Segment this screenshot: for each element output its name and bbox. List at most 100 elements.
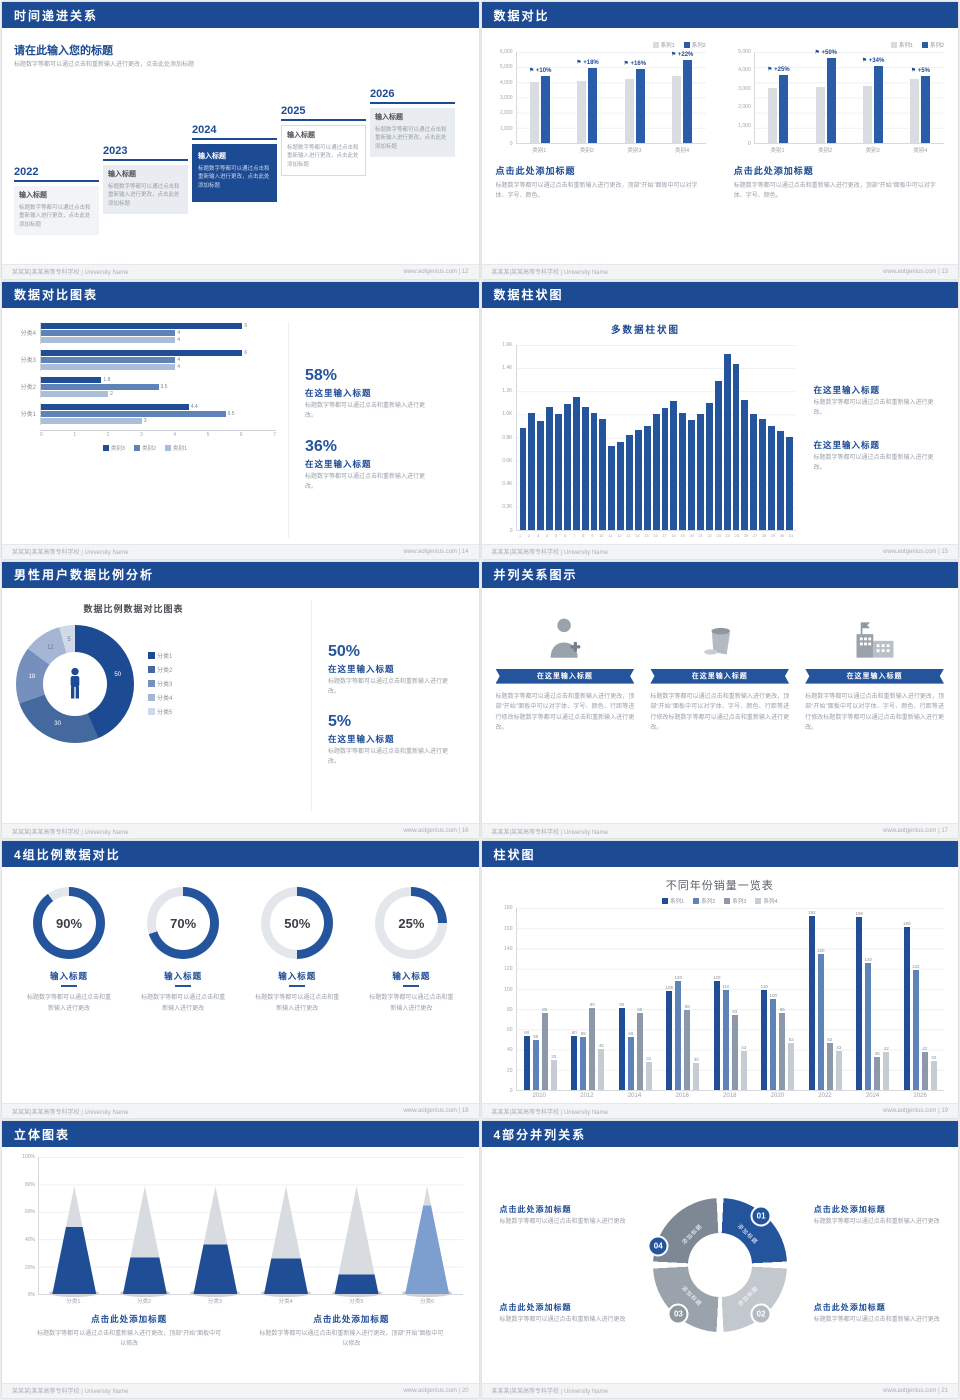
stats-column: 58% 在这里输入标题 标题数字等都可以通过点击和重新输入进行更改。 36% 在…: [288, 321, 467, 538]
value-label: 180: [902, 920, 911, 926]
card-body: 标题数字等都可以通过点击和重新输入进行更改，点击此处添加标题: [108, 183, 180, 207]
quad-layout: 点击此处添加标题 标题数字等都可以通过点击和重新输入进行更改 点击此处添加标题 …: [482, 1147, 959, 1383]
bar-wrap: 30: [692, 908, 700, 1091]
stats-column: 50% 在这里输入标题 标题数字等都可以通过点击和重新输入进行更改。 5% 在这…: [311, 599, 465, 812]
legend-swatch: [148, 694, 155, 702]
bar: [528, 412, 536, 530]
bar: [626, 434, 633, 530]
timeline-rule: [14, 180, 99, 182]
bar: [41, 390, 109, 397]
x-axis: 2010 2012 2014 2016 2018 2020 2022 2024 2026: [496, 1093, 945, 1099]
slide-21-quad-ring: 4部分并列关系 点击此处添加标题 标题数字等都可以通过点击和重新输入进行更改 点…: [481, 1121, 959, 1398]
bar: [599, 418, 607, 530]
block-body: 标题数字等都可以通过点击和重新输入进行更改: [499, 1219, 626, 1226]
axis-spacer: [18, 1297, 38, 1305]
legend-item: 系列2: [683, 41, 706, 49]
bar-group: ⚑ +16%: [619, 52, 651, 143]
bar: [865, 962, 872, 1091]
x-tick: 22: [707, 532, 712, 538]
growth-label: ⚑ +50%: [814, 50, 837, 57]
bar-group: 60 58 90 45: [568, 908, 608, 1091]
x-tick: 3: [139, 431, 143, 438]
slide-header-title: 立体图表: [14, 1127, 71, 1142]
donut-layout: 数据比例数据对比图表 50 30 18 12 5 分类1 分类2 分类3 分类4 分类5 50% …: [2, 588, 479, 824]
bar: [571, 1035, 578, 1091]
bar: [598, 1049, 605, 1091]
bar: [788, 1042, 795, 1091]
value-label: 120: [712, 975, 721, 981]
value-label: 83: [732, 1008, 738, 1014]
slide-12-timeline: 时间递进关系 请在此输入您的标题 标题数字等都可以通过点击和重新输入进行更改，点…: [2, 2, 479, 279]
value-label: 140: [864, 956, 872, 962]
bar: [675, 981, 682, 1091]
x-tick: 类别2: [818, 148, 833, 154]
bar: [740, 1051, 747, 1091]
bar: [41, 363, 176, 370]
bar-group: 分类2 1.8 3.5 2: [14, 375, 276, 398]
slide-15-column-chart: 数据柱状图 多数据柱状图 1.6K 1.4K 1.2K 1.0K 0.8K 0.6K 0.4…: [481, 281, 959, 559]
bar-group: 分类1 4.4 5.5 3: [14, 402, 276, 425]
value-label: 55: [533, 1034, 539, 1040]
value-label: 58: [580, 1031, 586, 1037]
legend-swatch: [102, 445, 109, 452]
donut-hole: [43, 651, 107, 716]
caption-body: 标题数字等都可以通过点击和重新输入进行更改，顶部“开始”面板中可以对字体、字号、…: [733, 183, 936, 200]
bar-wrap: 100: [769, 908, 777, 1091]
bar: [590, 412, 598, 530]
ring-item: 70% 输入标题 标题数字等都可以通过点击和重新输入进行更改: [132, 887, 234, 1103]
progress-ring: 70%: [147, 887, 220, 960]
footer-page: 12: [457, 269, 469, 275]
bar: [635, 68, 645, 143]
bars: 1.8 3.5 2: [40, 375, 276, 398]
legend-swatch: [165, 445, 172, 452]
bar: [624, 79, 634, 143]
bar: [705, 402, 713, 530]
slide-body: 多数据柱状图 1.6K 1.4K 1.2K 1.0K 0.8K 0.6K 0.4K 0.2K 0…: [482, 308, 959, 544]
bar: [768, 88, 778, 143]
bar: [910, 79, 920, 143]
bar-wrap: 33: [550, 908, 558, 1091]
slice-label: 18: [28, 674, 36, 681]
footer-school: 某某某|某某高等专科学校 | University Name: [491, 270, 608, 277]
bar: [550, 1060, 557, 1091]
x-tick: 16: [653, 532, 658, 538]
card-title: 输入标题: [198, 153, 226, 160]
legend-swatch: [890, 41, 897, 48]
value-label: 150: [816, 947, 825, 953]
bar-wrap: 83: [731, 908, 739, 1091]
ring-body: 标题数字等都可以通过点击和重新输入进行更改: [369, 995, 454, 1012]
value-label: 100: [769, 993, 777, 999]
x-tick: 26: [743, 532, 749, 538]
doctor-icon: [550, 618, 581, 658]
bar: [779, 74, 789, 143]
ring-body: 标题数字等都可以通过点击和重新输入进行更改: [27, 995, 112, 1012]
bar: [530, 82, 540, 143]
cone: [52, 1186, 97, 1295]
timeline-rule: [103, 159, 188, 161]
container-icon: [703, 627, 730, 655]
bar: [817, 953, 824, 1091]
value-label: 36: [874, 1051, 880, 1057]
legend-swatch: [652, 41, 659, 48]
legend-item: 分类3: [148, 679, 172, 688]
slide-header: 立体图表: [2, 1121, 479, 1148]
section-title: 请在此输入您的标题: [14, 45, 113, 57]
section-subtitle: 标题数字等都可以通过点击和重新输入进行更改，点击此处添加标题: [14, 62, 195, 68]
stat-title: 在这里输入标题: [328, 734, 395, 745]
progress-ring: 25%: [375, 887, 448, 960]
stat-title: 在这里输入标题: [305, 387, 372, 398]
bar: [921, 1052, 928, 1091]
stat-percent: 36%: [305, 437, 338, 455]
chart-area: 6,000 5,000 4,000 3,000 2,000 1,000 0 ⚑ +10% ⚑ +…: [496, 50, 706, 146]
slide-header: 数据柱状图: [481, 281, 958, 308]
value-label: 85: [779, 1006, 785, 1012]
caption-block: 点击此处添加标题 标题数字等都可以通过点击和重新输入进行更改，顶部“开始”面板中…: [258, 1313, 445, 1349]
slide-17-parallel-items: 并列关系图示 在这里输入标题 标题数字等都可以通过点击和重新输入进行更改，顶部“…: [481, 561, 958, 839]
slide-header-title: 数据对比图表: [14, 288, 99, 303]
value-label: 6: [244, 322, 248, 329]
bar: [580, 1037, 587, 1091]
slide-header-title: 时间递进关系: [14, 8, 99, 23]
bar-wrap: 140: [864, 908, 872, 1091]
footer-url: www.aotgenius.com: [883, 828, 937, 835]
